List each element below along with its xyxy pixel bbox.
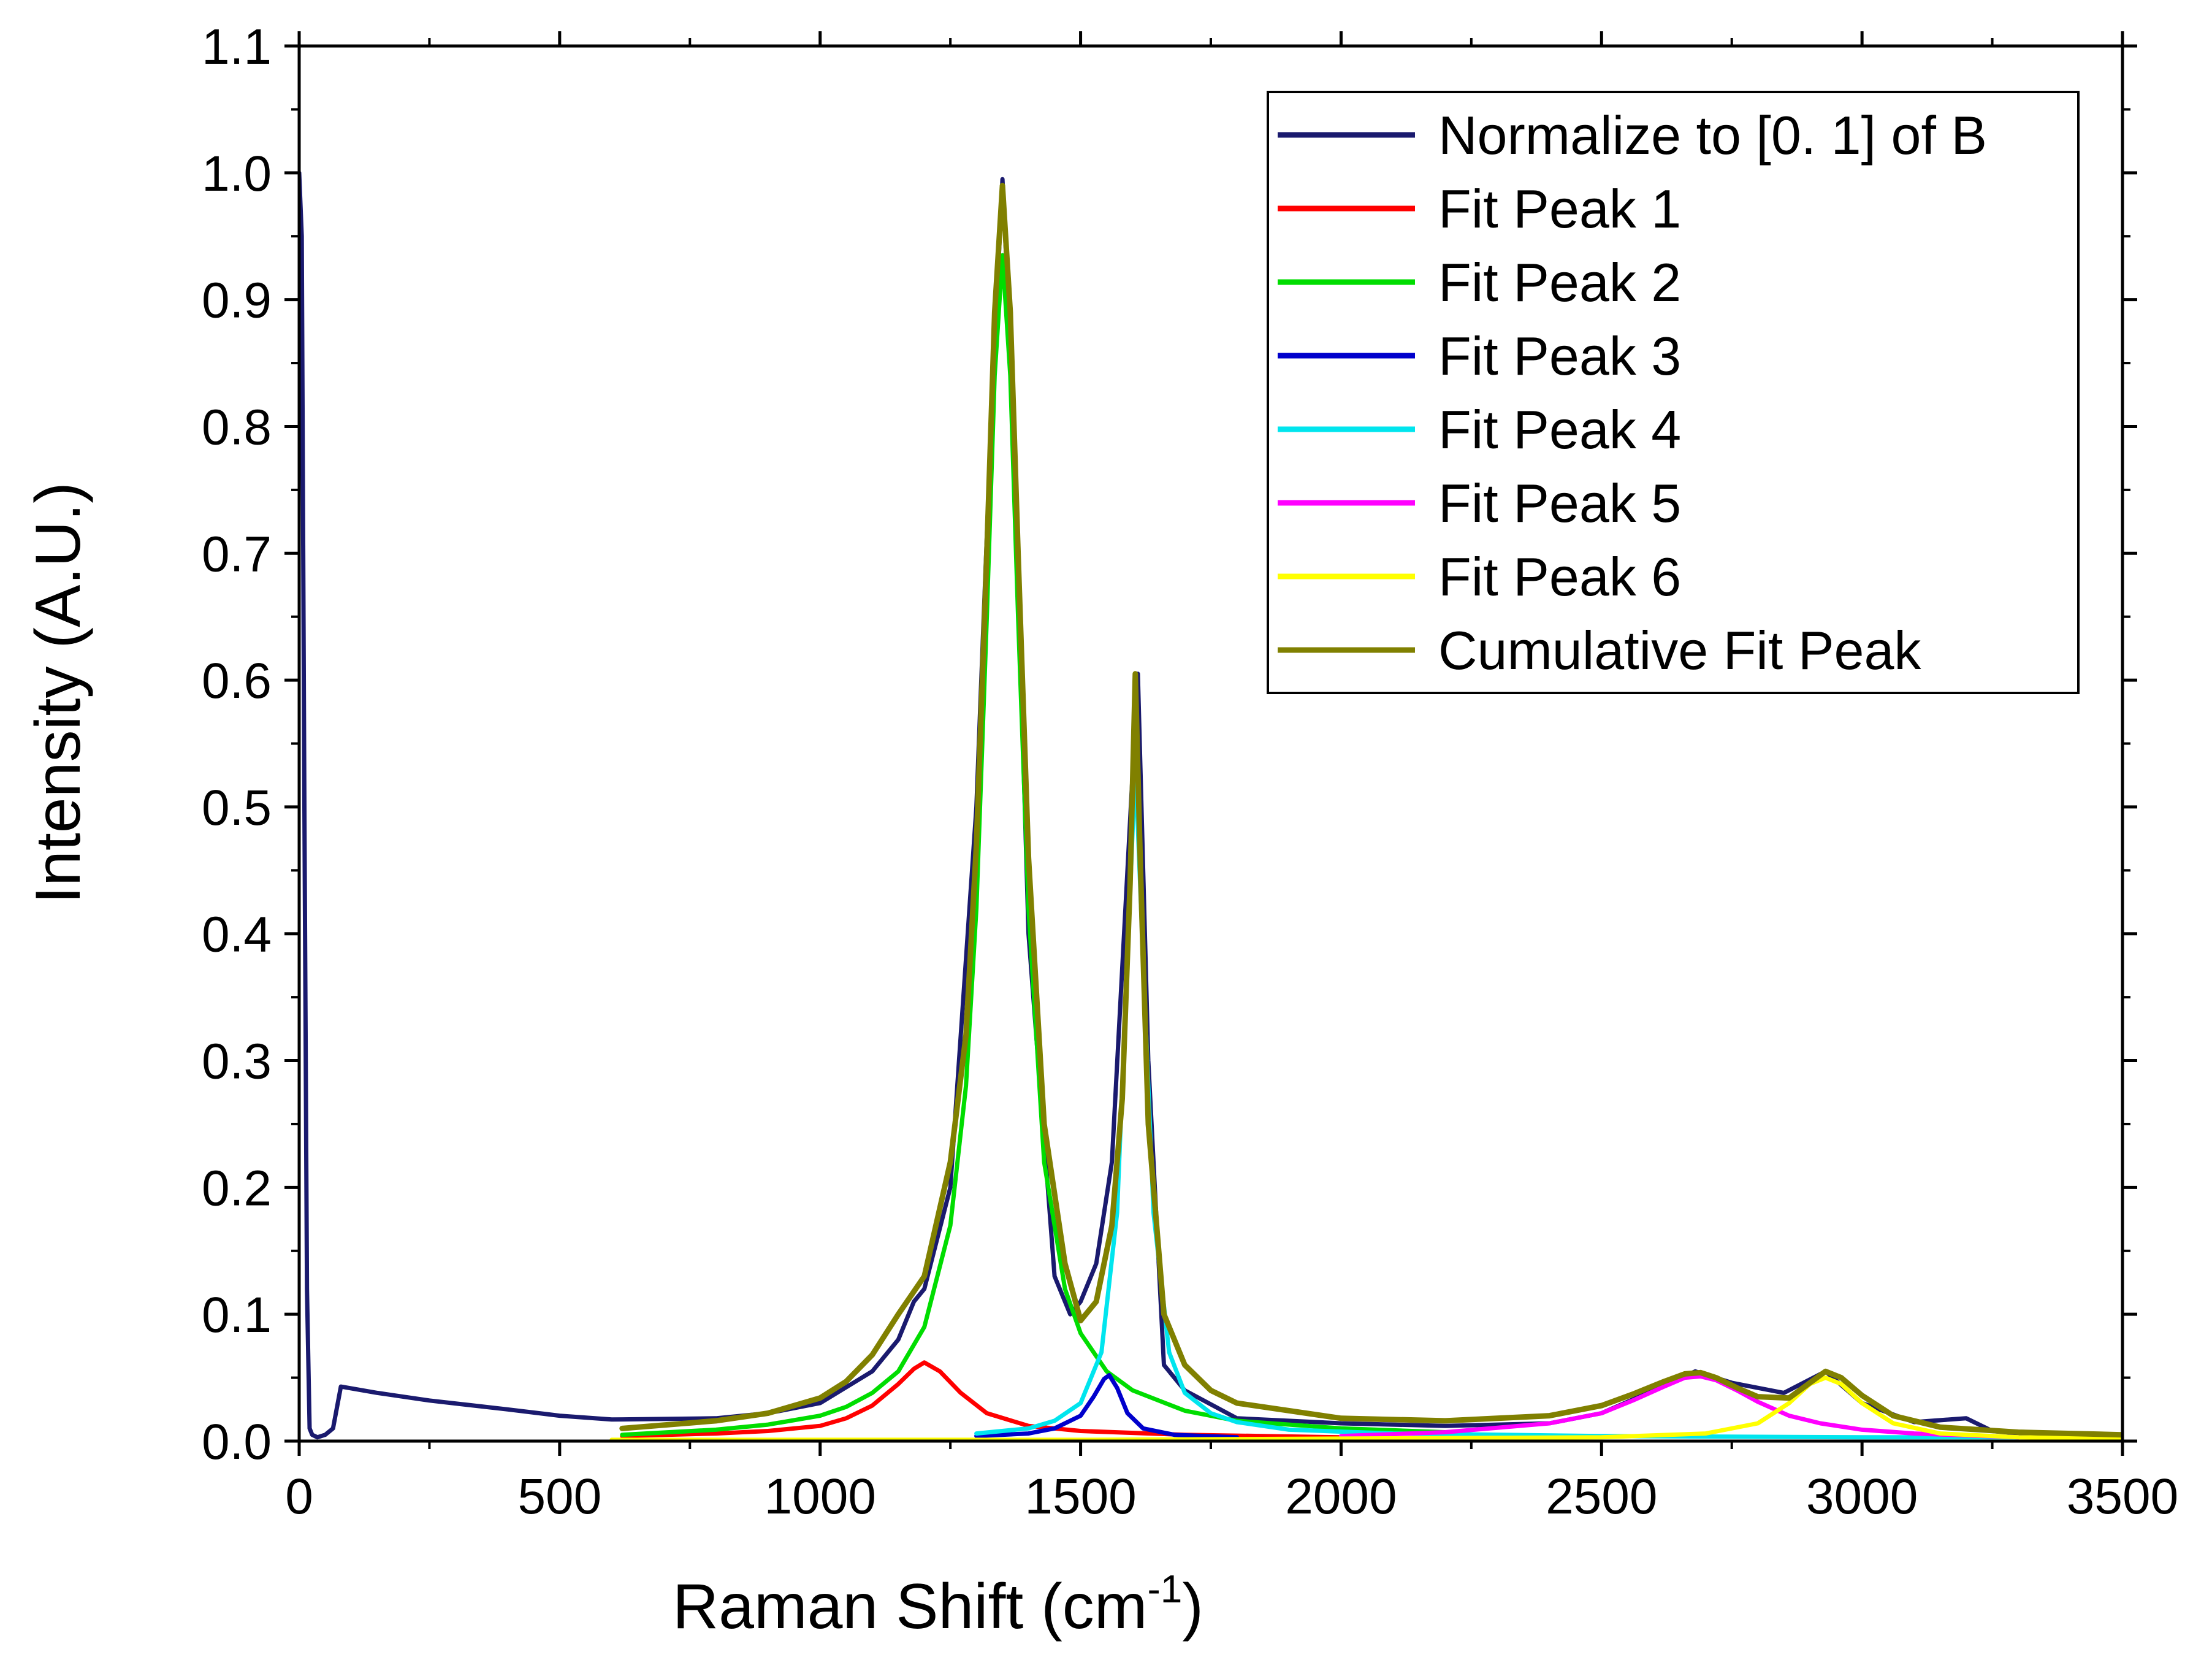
legend-label-1: Normalize to [0. 1] of B xyxy=(1438,105,1987,166)
x-tick-label: 0 xyxy=(285,1469,313,1525)
legend-label-8: Cumulative Fit Peak xyxy=(1438,620,1921,681)
x-tick-label: 3500 xyxy=(2067,1469,2178,1525)
x-axis-title-main: Raman Shift (cm xyxy=(673,1571,1147,1642)
legend-box xyxy=(1267,91,2080,694)
y-tick-label: 0.8 xyxy=(202,399,272,455)
x-tick-label: 1000 xyxy=(765,1469,876,1525)
y-axis-title: Intensity (A.U.) xyxy=(23,482,94,904)
x-axis-title-close: ) xyxy=(1182,1571,1203,1642)
x-tick-label: 2500 xyxy=(1546,1469,1657,1525)
y-tick-label: 0.2 xyxy=(202,1160,272,1216)
y-tick-label: 0.1 xyxy=(202,1287,272,1343)
series-line-3 xyxy=(620,253,1447,1437)
y-tick-label: 0.0 xyxy=(202,1414,272,1470)
y-tick-label: 0.6 xyxy=(202,653,272,709)
x-tick-label: 2000 xyxy=(1285,1469,1397,1525)
legend: Normalize to [0. 1] of B Fit Peak 1 Fit Pe… xyxy=(1267,91,2080,694)
x-tick-label: 3000 xyxy=(1806,1469,1918,1525)
legend-label-7: Fit Peak 6 xyxy=(1438,546,1681,607)
series-layer xyxy=(299,170,2122,1441)
y-tick-label: 0.5 xyxy=(202,780,272,836)
x-axis-title-superscript: -1 xyxy=(1147,1567,1182,1611)
legend-label-5: Fit Peak 4 xyxy=(1438,399,1681,460)
y-tick-label: 0.3 xyxy=(202,1034,272,1090)
x-tick-label: 500 xyxy=(517,1469,601,1525)
y-tick-label: 0.7 xyxy=(202,526,272,582)
series-line-4 xyxy=(974,1373,1239,1440)
ticks-layer: 0 500 1000 1500 2000 2500 3000 3500 0.0 0.1 0.2 0.3… xyxy=(202,19,2178,1525)
legend-label-4: Fit Peak 3 xyxy=(1438,326,1681,386)
y-tick-label: 0.9 xyxy=(202,273,272,329)
legend-label-6: Fit Peak 5 xyxy=(1438,473,1681,534)
y-tick-label: 1.1 xyxy=(202,19,272,75)
y-tick-label: 0.4 xyxy=(202,907,272,963)
legend-label-2: Fit Peak 1 xyxy=(1438,178,1681,239)
y-tick-label: 1.0 xyxy=(202,146,272,202)
series-line-6 xyxy=(1338,1374,2021,1440)
x-axis-title: Raman Shift (cm-1) xyxy=(673,1567,1203,1642)
series-line-8 xyxy=(619,183,2122,1438)
x-tick-label: 1500 xyxy=(1024,1469,1136,1525)
legend-label-3: Fit Peak 2 xyxy=(1438,252,1681,313)
